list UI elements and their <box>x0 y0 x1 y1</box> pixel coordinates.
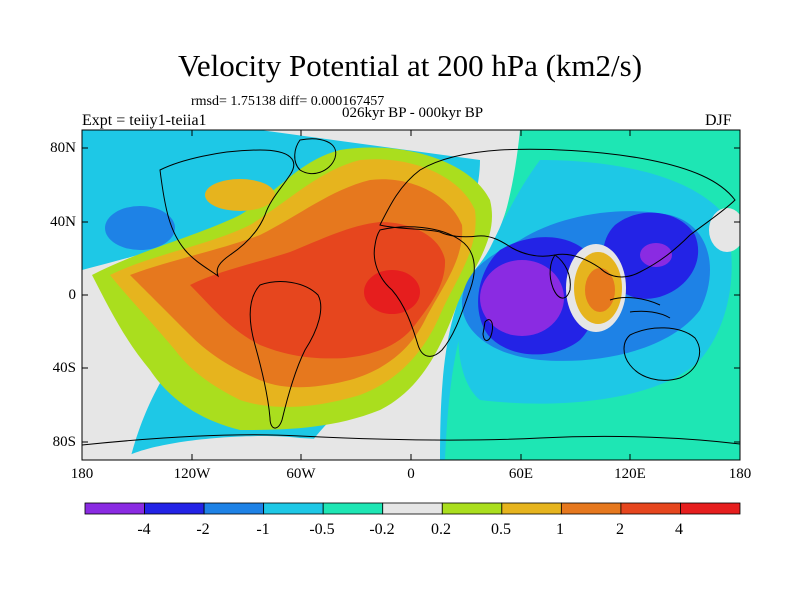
colorbar-swatch <box>203 502 265 515</box>
lon-label: 60W <box>286 466 316 482</box>
stats-line: rmsd= 1.75138 diff= 0.000167457 <box>191 94 385 109</box>
lon-label: 0 <box>407 466 415 482</box>
colorbar-label: 2 <box>616 521 624 538</box>
chart-title: Velocity Potential at 200 hPa (km2/s) <box>177 48 643 83</box>
colorbar-swatch <box>680 502 741 515</box>
colorbar-label: -0.2 <box>369 521 395 538</box>
colorbar-swatch <box>501 502 562 515</box>
coast-antarctica <box>82 434 740 446</box>
coast-maritime <box>609 297 671 319</box>
contour-field <box>82 130 740 460</box>
colorbar-swatch <box>322 502 384 515</box>
coast-india <box>549 254 571 299</box>
colorbar-swatch <box>620 502 681 515</box>
positive-core-indian <box>585 268 615 312</box>
lat-label: 80N <box>50 140 76 156</box>
coast-eurasia <box>379 148 736 278</box>
colorbar <box>84 502 741 515</box>
colorbar-swatch <box>144 502 205 515</box>
lon-label: 60E <box>508 466 534 482</box>
coast-greenland <box>294 138 337 174</box>
colorbar-label: 1 <box>556 521 564 538</box>
lon-label: 180 <box>728 466 752 482</box>
neutral-antarctic <box>120 436 440 460</box>
lon-label: 120W <box>173 466 211 482</box>
lat-label: 0 <box>68 287 77 303</box>
negative-core-pacific <box>640 243 672 267</box>
positive-lobe-north <box>205 179 275 211</box>
colorbar-label: -2 <box>196 521 210 538</box>
colorbar-label: -1 <box>256 521 270 538</box>
colorbar-label: 0.5 <box>491 521 511 538</box>
neutral-patch-northeast <box>709 208 740 252</box>
coast-north-america <box>159 149 295 278</box>
colorbar-swatch <box>84 502 145 515</box>
positive-lobe-2 <box>190 222 446 359</box>
lon-label: 180 <box>70 466 94 482</box>
period-label: 026kyr BP - 000kyr BP <box>341 105 484 121</box>
coastlines <box>82 138 740 446</box>
lat-label: 40N <box>50 214 76 230</box>
season-label: DJF <box>705 112 732 129</box>
negative-lobe-west-pacific <box>105 206 175 250</box>
lat-label: 80S <box>52 434 76 450</box>
colorbar-label: 0.2 <box>431 521 451 538</box>
coast-south-america <box>249 281 322 429</box>
coast-africa <box>373 226 475 357</box>
colorbar-label: 4 <box>675 521 683 538</box>
axis-ticks <box>81 130 741 460</box>
lon-label: 120E <box>614 466 646 482</box>
colorbar-swatch <box>263 502 324 515</box>
colorbar-label: -4 <box>137 521 151 538</box>
colorbar-swatch <box>560 502 622 515</box>
colorbar-label: -0.5 <box>309 521 335 538</box>
experiment-label: Expt = teiiy1-teiia1 <box>82 112 207 129</box>
negative-core-africa <box>480 260 564 336</box>
positive-core-4 <box>364 270 420 314</box>
colorbar-swatch <box>382 502 443 515</box>
coast-australia <box>623 327 700 381</box>
coast-madagascar <box>482 319 493 341</box>
colorbar-swatch <box>441 502 503 515</box>
lat-label: 40S <box>52 360 76 376</box>
